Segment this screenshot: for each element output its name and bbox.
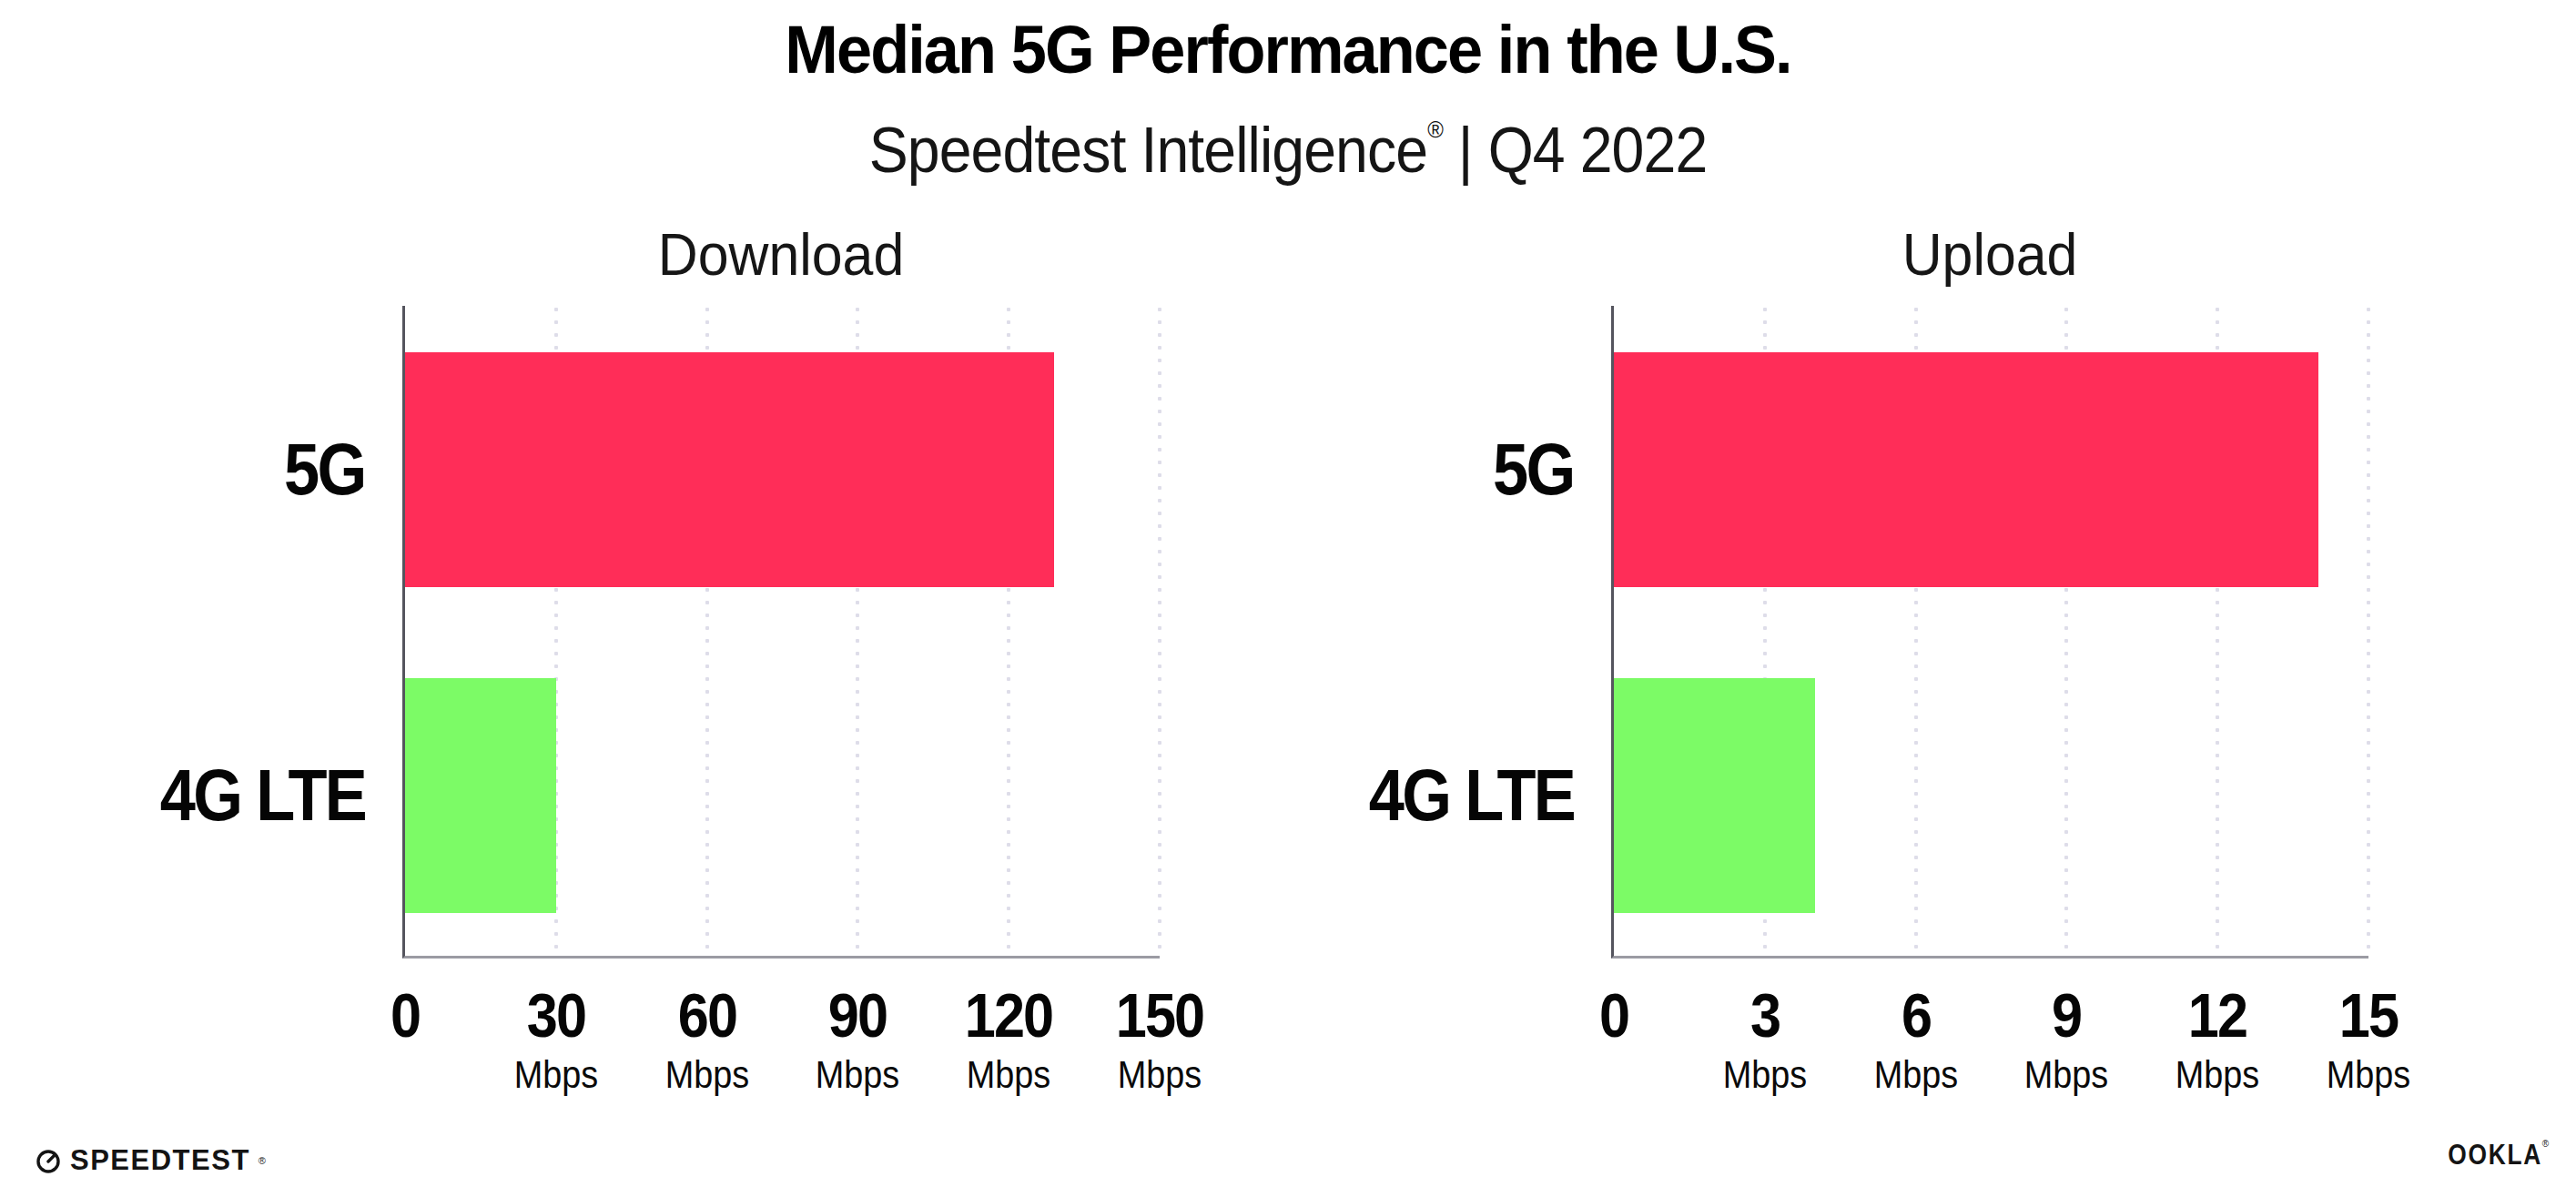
page-title: Median 5G Performance in the U.S.	[65, 11, 2512, 89]
x-tick-120: 120 Mbps	[959, 987, 1057, 1094]
x-tick-0: 0	[389, 987, 421, 1043]
upload-chart: Upload 5G4G LTE03Mbps6Mbps9Mbps12Mbps15M…	[1611, 306, 2368, 959]
x-tick-150: 150 Mbps	[1111, 987, 1208, 1094]
x-tick-30: 30 Mbps	[509, 987, 603, 1094]
category-label-4g-lte: 4G LTE	[1369, 754, 1574, 837]
x-tick-label: 12	[2175, 987, 2259, 1043]
x-tick-60: 60 Mbps	[660, 987, 754, 1094]
subtitle-brand: Speedtest Intelligence	[869, 115, 1427, 186]
plot-area: 5G4G LTE030Mbps60Mbps90Mbps120Mbps150Mbp…	[402, 306, 1160, 959]
x-tick-label: 30	[514, 987, 598, 1043]
x-tick-unit: Mbps	[514, 1056, 598, 1094]
ookla-registered-symbol: ®	[2542, 1139, 2549, 1149]
ookla-wordmark: OOKLA	[2448, 1139, 2542, 1172]
x-tick-15: 15 Mbps	[2322, 987, 2416, 1094]
download-chart-title: Download	[421, 218, 1141, 291]
x-tick-3: 3 Mbps	[1718, 987, 1811, 1094]
gridline	[1158, 306, 1161, 956]
infographic-canvas: { "header": { "title": "Median 5G Perfor…	[0, 0, 2576, 1197]
x-tick-label: 90	[816, 987, 899, 1043]
x-tick-unit: Mbps	[1116, 1056, 1204, 1094]
x-tick-unit: Mbps	[1723, 1056, 1807, 1094]
x-tick-unit: Mbps	[2024, 1056, 2108, 1094]
x-tick-label: 3	[1723, 987, 1807, 1043]
ookla-logo: OOKLA®	[2431, 1139, 2549, 1172]
bar-4g-lte	[405, 678, 556, 913]
plot-area: 5G4G LTE03Mbps6Mbps9Mbps12Mbps15Mbps	[1611, 306, 2368, 959]
x-tick-label: 150	[1116, 987, 1204, 1043]
category-label-5g: 5G	[1493, 428, 1574, 512]
x-tick-unit: Mbps	[2327, 1056, 2410, 1094]
download-chart: Download 5G4G LTE030Mbps60Mbps90Mbps120M…	[402, 306, 1160, 959]
x-tick-label: 120	[965, 987, 1053, 1043]
upload-chart-title: Upload	[1630, 218, 2349, 291]
x-tick-unit: Mbps	[2175, 1056, 2259, 1094]
speedtest-logo: SPEEDTEST ®	[35, 1144, 266, 1177]
x-tick-label: 6	[1873, 987, 1957, 1043]
x-tick-label: 0	[390, 987, 420, 1043]
gridline	[2367, 306, 2370, 956]
subtitle-period: | Q4 2022	[1443, 115, 1707, 186]
x-tick-unit: Mbps	[816, 1056, 899, 1094]
x-tick-12: 12 Mbps	[2171, 987, 2265, 1094]
x-tick-unit: Mbps	[1873, 1056, 1957, 1094]
x-tick-unit: Mbps	[664, 1056, 748, 1094]
x-tick-6: 6 Mbps	[1869, 987, 1962, 1094]
page-subtitle: Speedtest Intelligence® | Q4 2022	[103, 89, 2473, 190]
x-tick-label: 60	[664, 987, 748, 1043]
x-tick-90: 90 Mbps	[811, 987, 905, 1094]
speedtest-wordmark: SPEEDTEST	[70, 1144, 250, 1177]
x-tick-label: 9	[2024, 987, 2108, 1043]
category-label-5g: 5G	[284, 428, 365, 512]
x-tick-unit: Mbps	[965, 1056, 1053, 1094]
bar-5g	[1614, 352, 2318, 587]
registered-symbol: ®	[1427, 116, 1443, 143]
x-tick-label: 15	[2327, 987, 2410, 1043]
x-tick-0: 0	[1597, 987, 1630, 1043]
bar-5g	[405, 352, 1054, 587]
category-label-4g-lte: 4G LTE	[160, 754, 365, 837]
x-tick-9: 9 Mbps	[2020, 987, 2114, 1094]
x-tick-label: 0	[1599, 987, 1628, 1043]
bar-4g-lte	[1614, 678, 1815, 913]
speedtest-registered-symbol: ®	[259, 1155, 266, 1166]
speedometer-gauge-icon	[35, 1147, 62, 1174]
